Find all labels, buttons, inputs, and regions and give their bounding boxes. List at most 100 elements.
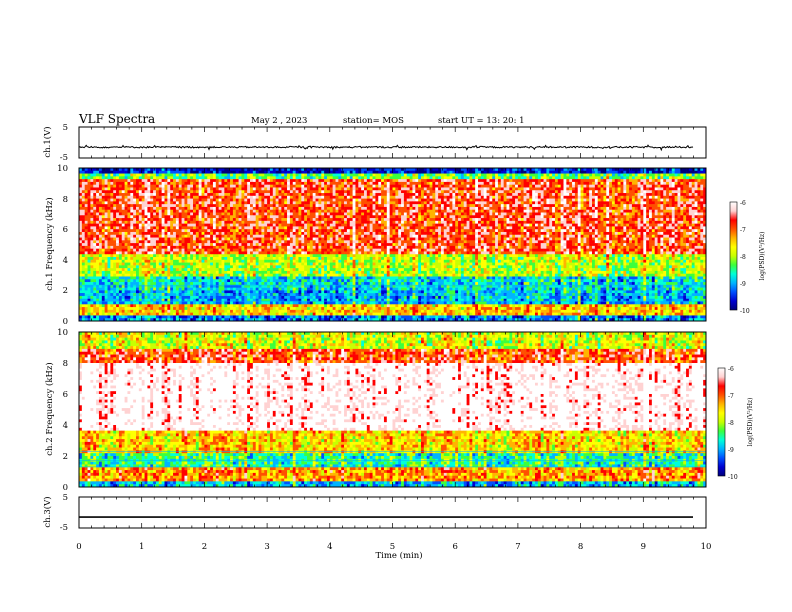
spectrogram-cell [90,176,94,180]
spectrogram-cell [537,168,541,172]
spectrogram-cell [96,173,100,177]
spectrogram-cell [626,168,630,172]
spectrogram-cell [666,220,670,224]
spectrogram-cell [512,215,516,219]
spectrogram-cell [506,206,510,211]
spectrogram-cell [204,223,208,227]
spectrogram-cell [161,220,165,224]
spectrogram-cell [369,193,373,197]
spectrogram-cell [235,173,239,177]
spectrogram-cell [366,176,370,180]
spectrogram-cell [250,220,254,224]
spectrogram-cell [178,229,182,233]
spectrogram-cell [304,179,308,183]
spectrogram-cell [657,179,661,183]
spectrogram-cell [629,212,633,216]
spectrogram-cell [121,179,125,183]
spectrogram-cell [537,193,541,197]
spectrogram-cell [124,212,128,216]
spectrogram-cell [173,176,177,180]
spectrogram-cell [546,223,550,227]
spectrogram-cell [697,168,701,172]
spectrogram-cell [207,215,211,219]
spectrogram-cell [694,206,698,211]
spectrogram-cell [668,179,673,183]
spectrogram-cell [703,201,707,205]
spectrogram-cell [526,198,530,202]
spectrogram-cell [221,218,225,222]
spectrogram-cell [697,193,701,197]
spectrogram-cell [292,176,296,180]
spectrogram-cell [116,206,120,211]
spectrogram-cell [389,198,393,202]
spectrogram-cell [361,212,365,216]
spectrogram-cell [526,173,530,177]
spectrogram-cell [537,179,541,183]
spectrogram-cell [267,195,271,199]
spectrogram-cell [398,204,402,208]
spectrogram-cell [512,193,516,197]
spectrogram-cell [386,215,390,219]
spectrogram-cell [341,184,345,188]
spectrogram-cell [566,181,570,185]
spectrogram-cell [275,184,279,188]
spectrogram-cell [549,212,553,216]
spectrogram-cell [107,168,111,172]
spectrogram-cell [703,195,707,199]
spectrogram-cell [492,209,496,213]
spectrogram-cell [130,226,134,230]
spectrogram-cell [372,226,376,230]
spectrogram-cell [686,179,690,183]
spectrogram-cell [634,209,638,213]
spectrogram-cell [352,223,356,227]
spectrogram-cell [486,181,490,185]
spectrogram-cell [230,181,234,185]
spectrogram-cell [395,190,399,194]
spectrogram-cell [666,184,670,188]
spectrogram-cell [232,168,237,172]
spectrogram-cell [572,206,576,211]
spectrogram-cell [415,226,419,230]
spectrogram-cell [244,168,248,172]
spectrogram-cell [261,170,265,174]
spectrogram-cell [267,206,271,211]
spectrogram-cell [355,173,359,177]
spectrogram-cell [500,209,504,213]
spectrogram-cell [204,187,208,191]
spectrogram-cell [680,218,684,222]
spectrogram-cell [409,187,413,191]
spectrogram-cell [326,212,331,216]
spectrogram-cell [187,176,191,180]
spectrogram-cell [455,204,459,208]
spectrogram-cell [686,184,690,188]
spectrogram-cell [697,181,701,185]
spectrogram-cell [512,190,516,194]
spectrogram-cell [626,170,630,174]
spectrogram-cell [694,215,698,219]
spectrogram-cell [512,179,516,183]
spectrogram-cell [577,223,581,227]
spectrogram-cell [438,212,442,216]
spectrogram-cell [158,176,162,180]
spectrogram-cell [421,204,425,208]
spectrogram-cell [500,179,504,183]
spectrogram-cell [193,195,197,199]
spectrogram-cell [523,168,527,172]
spectrogram-cell [309,212,313,216]
spectrogram-cell [96,220,100,224]
spectrogram-cell [127,223,131,227]
spectrogram-cell [566,201,570,205]
spectrogram-cell [324,198,328,202]
spectrogram-cell [312,187,316,191]
spectrogram-cell [93,190,97,194]
spectrogram-cell [683,181,687,185]
spectrogram-cell [694,176,698,180]
spectrogram-cell [495,226,499,230]
spectrogram-cell [526,170,530,174]
spectrogram-cell [640,187,644,191]
spectrogram-cell [292,215,296,219]
spectrogram-cell [187,212,191,216]
spectrogram-cell [651,187,655,191]
spectrogram-cell [392,201,396,205]
spectrogram-cell [227,187,231,191]
